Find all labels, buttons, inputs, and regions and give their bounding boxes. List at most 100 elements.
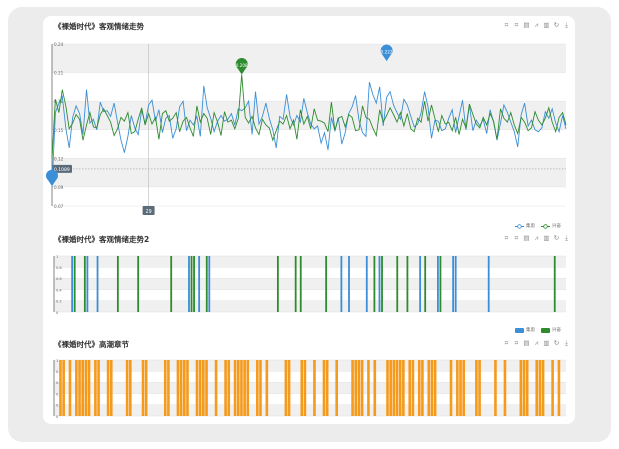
refresh-icon[interactable]: ↻ — [553, 339, 560, 347]
bar — [300, 360, 304, 416]
refresh-icon[interactable]: ↻ — [553, 21, 560, 29]
bar — [335, 360, 338, 416]
download-icon[interactable]: ⤓ — [565, 234, 568, 242]
bar — [198, 360, 202, 416]
y-tick-label: 0.12 — [54, 156, 64, 161]
bar — [141, 360, 145, 416]
bar — [167, 360, 170, 416]
grid-band — [52, 44, 566, 73]
bar — [208, 256, 211, 312]
bar — [186, 360, 189, 416]
bar — [430, 360, 434, 416]
legend-item-xingfen[interactable]: 兴奋 — [541, 223, 561, 229]
zoom-icon[interactable]: ⌗ — [504, 234, 509, 242]
y-tick-label: 0 — [56, 415, 59, 419]
bar — [519, 360, 523, 416]
zoom-reset-icon[interactable]: ⌗ — [514, 234, 519, 242]
line-switch-icon[interactable]: ⩘ — [534, 21, 539, 29]
bar — [195, 360, 199, 416]
chart3-plot: 10.80.60.40.20 — [53, 359, 566, 419]
grid-band — [54, 360, 566, 372]
bar — [96, 256, 99, 312]
chart1-legend[interactable]: 集思 兴奋 — [515, 223, 561, 229]
bar — [170, 256, 173, 312]
zoom-reset-icon[interactable]: ⌗ — [514, 339, 519, 347]
bar — [348, 256, 350, 312]
chart2-plot: 1 0.8 0.6 0.4 0.2 0 — [53, 255, 566, 315]
bar — [214, 360, 218, 416]
legend-item-jisi[interactable]: 集思 — [515, 223, 535, 229]
bar-switch-icon[interactable]: ▥ — [543, 234, 550, 242]
y-tick-label: 0.18 — [54, 99, 64, 104]
bar — [392, 360, 396, 416]
grid-band — [54, 256, 566, 268]
bar — [259, 360, 262, 416]
bar — [276, 256, 279, 312]
series-line-xingfen — [51, 74, 567, 159]
y-tick-label: 0.8 — [56, 266, 62, 270]
line-switch-icon[interactable]: ⩘ — [534, 234, 539, 242]
y-tick-label: 1 — [56, 359, 58, 363]
bar — [456, 360, 459, 416]
bar — [475, 360, 478, 416]
bar — [381, 256, 383, 312]
bar — [365, 256, 368, 312]
bar — [452, 256, 455, 312]
bar — [183, 360, 186, 416]
bar — [525, 360, 529, 416]
line-switch-icon[interactable]: ⩘ — [534, 339, 539, 347]
crosshair-label: 29 — [146, 209, 152, 215]
crosshair-badge — [142, 206, 155, 215]
bar — [190, 256, 193, 312]
y-tick-label: 0.07 — [54, 204, 64, 209]
zoom-icon[interactable]: ⌗ — [504, 21, 509, 29]
bar — [97, 360, 100, 416]
bar — [188, 256, 190, 312]
grid-band — [54, 404, 566, 416]
bar — [354, 360, 358, 416]
zoom-reset-icon[interactable]: ⌗ — [514, 21, 519, 29]
legend-swatch-jisi — [515, 327, 524, 333]
bar — [535, 360, 539, 416]
download-icon[interactable]: ⤓ — [565, 21, 568, 29]
bar — [427, 360, 431, 416]
bar — [557, 360, 561, 416]
refresh-icon[interactable]: ↻ — [553, 234, 560, 242]
zoom-icon[interactable]: ⌗ — [504, 339, 509, 347]
bar — [205, 360, 208, 416]
bar — [224, 360, 227, 416]
bar-switch-icon[interactable]: ▥ — [543, 339, 550, 347]
y-tick-label: 0.09 — [54, 185, 64, 190]
bar-switch-icon[interactable]: ▥ — [543, 21, 550, 29]
bar — [449, 360, 453, 416]
bar — [179, 360, 183, 416]
data-view-icon[interactable]: ▤ — [523, 21, 530, 29]
grid-band — [54, 300, 566, 312]
legend-label-xingfen-bar: 兴奋 — [552, 328, 561, 333]
chart1-toolbox: ⌗ ⌗ ▤ ⩘ ▥ ↻ ⤓ — [503, 21, 570, 30]
bar — [340, 256, 343, 312]
bar — [256, 360, 259, 416]
legend-item-jisi-bar[interactable]: 集思 — [515, 327, 535, 333]
bar — [59, 360, 62, 416]
bar — [396, 256, 399, 312]
grid-band — [54, 382, 566, 394]
bar — [402, 360, 405, 416]
bar — [246, 360, 250, 416]
data-view-icon[interactable]: ▤ — [523, 339, 530, 347]
chart-card — [43, 16, 575, 424]
bar — [395, 360, 399, 416]
bar — [116, 256, 119, 312]
bar — [325, 360, 329, 416]
bar — [373, 256, 376, 312]
download-icon[interactable]: ⤓ — [565, 339, 568, 347]
legend-item-xingfen-bar[interactable]: 兴奋 — [541, 327, 561, 333]
bar — [378, 256, 381, 312]
data-view-icon[interactable]: ▤ — [523, 234, 530, 242]
bar — [437, 256, 439, 312]
chart2-legend[interactable]: 集思 兴奋 — [515, 327, 561, 333]
bar — [503, 360, 507, 416]
bar — [198, 256, 201, 312]
chart2-toolbox: ⌗ ⌗ ▤ ⩘ ▥ ↻ ⤓ — [503, 234, 570, 243]
